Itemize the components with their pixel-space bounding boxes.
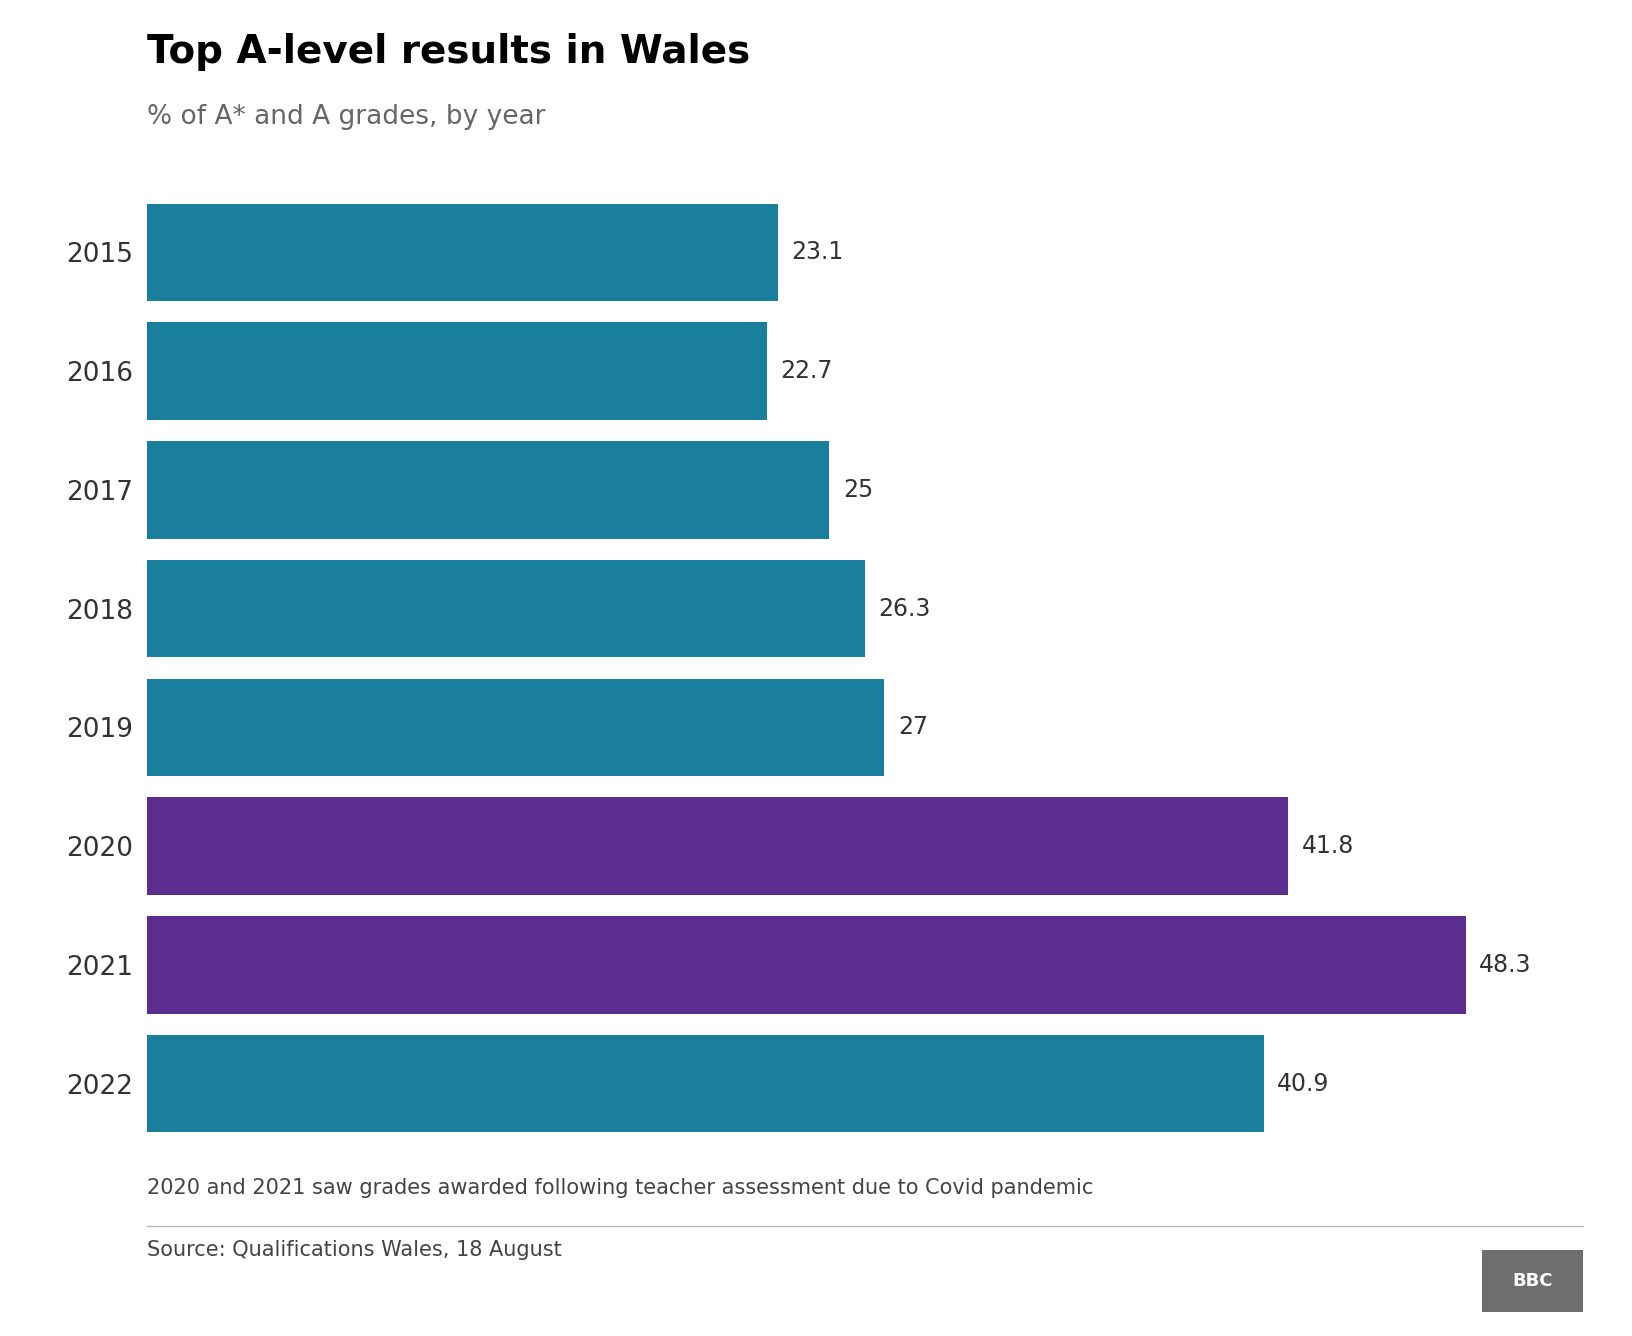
Text: 41.8: 41.8 <box>1302 834 1355 858</box>
Text: 26.3: 26.3 <box>878 597 930 621</box>
Text: % of A* and A grades, by year: % of A* and A grades, by year <box>147 104 545 130</box>
Text: 25: 25 <box>844 478 873 502</box>
Text: 23.1: 23.1 <box>792 240 844 265</box>
Bar <box>147 203 777 301</box>
Bar <box>147 679 885 776</box>
Text: Source: Qualifications Wales, 18 August: Source: Qualifications Wales, 18 August <box>147 1240 561 1260</box>
Text: 22.7: 22.7 <box>780 359 832 383</box>
Bar <box>147 441 829 538</box>
Bar <box>147 798 1288 895</box>
Text: 27: 27 <box>898 715 927 739</box>
Bar <box>147 560 865 657</box>
Bar <box>147 1035 1263 1133</box>
Text: BBC: BBC <box>1513 1272 1552 1291</box>
Text: 48.3: 48.3 <box>1479 953 1532 977</box>
Text: 2020 and 2021 saw grades awarded following teacher assessment due to Covid pande: 2020 and 2021 saw grades awarded followi… <box>147 1178 1093 1198</box>
Bar <box>147 322 767 420</box>
Bar <box>147 916 1466 1014</box>
Text: Top A-level results in Wales: Top A-level results in Wales <box>147 33 751 71</box>
Text: 40.9: 40.9 <box>1278 1071 1330 1096</box>
